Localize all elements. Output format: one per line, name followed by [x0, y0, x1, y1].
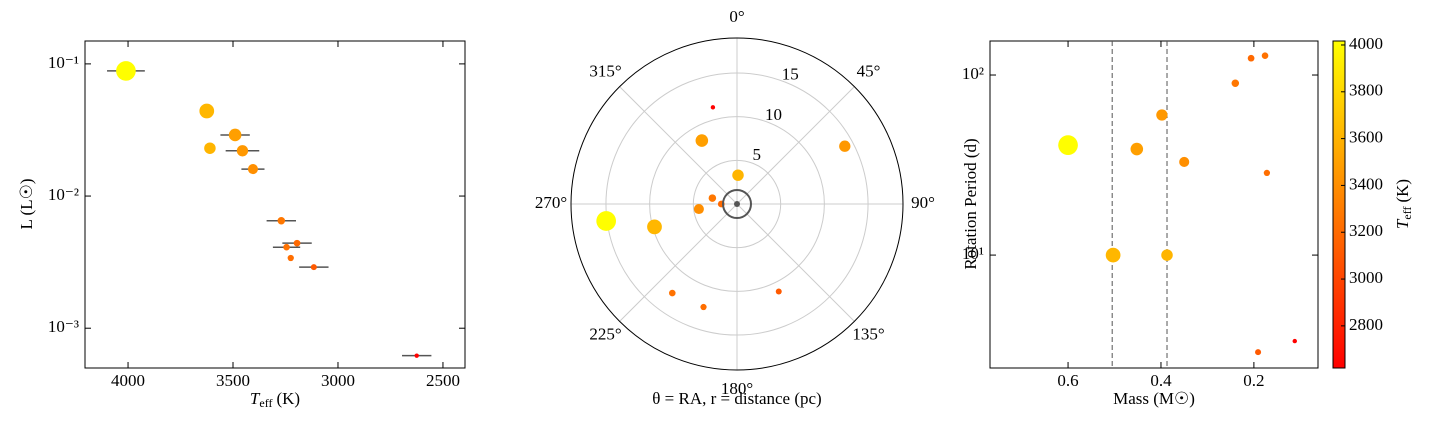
star-point [204, 142, 216, 154]
angular-tick-label: 90° [911, 193, 935, 212]
angular-tick-label: 315° [589, 61, 621, 80]
star-point [116, 61, 136, 81]
y-tick-label: 10⁻² [48, 185, 79, 204]
x-tick-label: 0.6 [1057, 371, 1078, 390]
label-unit: (K) [276, 389, 300, 408]
star-point [1179, 156, 1190, 167]
star-point [1058, 135, 1078, 155]
star-point [1231, 79, 1240, 88]
x-tick-label: 0.2 [1243, 371, 1264, 390]
star-point [1105, 247, 1121, 263]
star-point [199, 103, 215, 119]
star-point [700, 303, 707, 311]
radial-grid-line [692, 159, 782, 249]
radial-tick-label: 10 [765, 105, 782, 124]
x-tick-label: 2500 [426, 371, 460, 390]
x-tick-label: 0.4 [1150, 371, 1172, 390]
star-point [293, 239, 301, 247]
star-point [839, 140, 851, 152]
colorbar-tick-label: 3800 [1349, 81, 1383, 100]
sun-marker [734, 201, 740, 207]
star-point [1156, 109, 1168, 121]
colorbar [1332, 40, 1346, 369]
star-point [732, 169, 744, 181]
label-symbol: T [250, 389, 261, 408]
angular-tick-label: 180° [721, 379, 753, 398]
polar-frame [570, 37, 904, 371]
star-point [1247, 54, 1255, 62]
star-point [1292, 338, 1297, 344]
star-point [1261, 52, 1269, 60]
radial-tick-label: 15 [782, 64, 799, 83]
star-point [287, 254, 294, 262]
colorbar-tick-label: 4000 [1349, 34, 1383, 53]
colorbar-tick-label: 3200 [1349, 221, 1383, 240]
colorbar-tick-label: 2800 [1349, 315, 1383, 334]
star-point [236, 145, 249, 157]
y-tick-label: 10² [962, 64, 984, 83]
star-point [775, 288, 782, 295]
colorbar-tick-label: 3600 [1349, 128, 1383, 147]
angular-grid-line [736, 203, 855, 322]
y-tick-label: 10⁻³ [48, 317, 79, 336]
star-point [596, 211, 617, 231]
star-point [710, 105, 716, 110]
colorbar-tick-label: 3000 [1349, 268, 1383, 287]
star-point [669, 289, 676, 297]
plot-frame [989, 40, 1319, 369]
angular-tick-label: 135° [852, 324, 884, 343]
y-axis-label: L (L☉) [17, 179, 36, 230]
radial-grid-line [605, 72, 869, 336]
radial-tick-label: 5 [753, 145, 762, 164]
x-axis-label: θ = RA, r = distance (pc) [652, 389, 821, 408]
label-symbol: T [1393, 218, 1412, 229]
x-tick-label: 3000 [321, 371, 355, 390]
star-point [695, 134, 709, 147]
angular-tick-label: 225° [589, 324, 621, 343]
angular-grid-line [619, 203, 738, 322]
label-unit: (K) [1393, 179, 1412, 203]
star-point [247, 164, 258, 175]
sun-marker [722, 189, 752, 219]
plot-frame [84, 40, 466, 369]
colorbar-tick-label: 3400 [1349, 174, 1383, 193]
star-point [1161, 249, 1173, 261]
label-sub: eff [259, 396, 272, 410]
radial-grid-line [649, 116, 825, 292]
angular-tick-label: 270° [535, 193, 567, 212]
angular-grid-line [619, 86, 738, 205]
label-sub: eff [1400, 207, 1414, 220]
angular-tick-label: 0° [729, 7, 744, 26]
angular-grid-line [736, 86, 855, 205]
star-point [283, 243, 290, 251]
star-point [414, 353, 419, 358]
star-point [1263, 169, 1271, 177]
star-point [708, 194, 717, 202]
x-tick-label: 3500 [216, 371, 250, 390]
x-tick-label: 4000 [111, 371, 145, 390]
y-tick-label: 10¹ [962, 244, 984, 263]
angular-tick-label: 45° [857, 61, 881, 80]
colorbar-label: Teff (K) [1393, 179, 1414, 229]
x-axis-label: Teff (K) [250, 389, 300, 410]
star-point [277, 217, 286, 225]
star-point [647, 219, 662, 235]
x-axis-label: Mass (M☉) [1113, 389, 1195, 408]
star-point [228, 128, 242, 142]
star-point [1255, 349, 1262, 356]
star-point [310, 264, 317, 271]
y-axis-label: Rotation Period (d) [961, 138, 980, 269]
star-point [693, 203, 704, 215]
star-point [1130, 142, 1144, 156]
y-tick-label: 10⁻¹ [48, 53, 79, 72]
